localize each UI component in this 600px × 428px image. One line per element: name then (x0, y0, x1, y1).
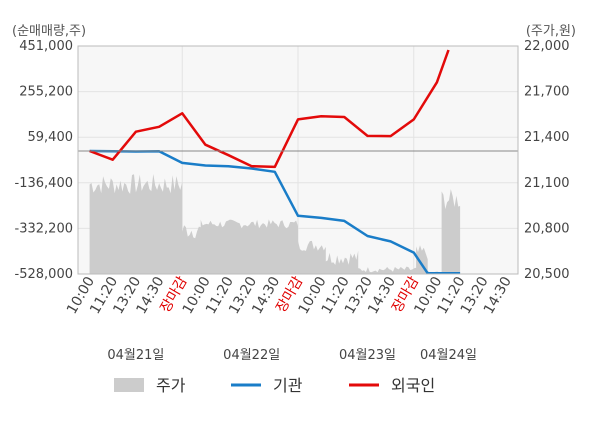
left-tick-label: 59,400 (28, 130, 74, 145)
date-label: 04월22일 (223, 348, 280, 363)
price-area (89, 174, 461, 274)
legend-swatch-box (114, 378, 144, 392)
left-tick-label: 451,000 (19, 39, 73, 54)
legend-label: 기관 (273, 376, 303, 395)
right-tick-label: 22,000 (524, 39, 570, 54)
right-tick-label: 21,100 (524, 176, 570, 191)
right-tick-label: 20,800 (524, 221, 570, 236)
axes: 451,000 255,200 59,400 -136,400 -332,200 -528… (15, 39, 570, 363)
right-tick-label: 21,700 (524, 85, 570, 100)
left-axis-unit: (순매매량,주) (12, 24, 86, 39)
left-tick-label: -136,400 (15, 176, 73, 191)
right-tick-label: 21,400 (524, 130, 570, 145)
date-label: 04월24일 (420, 348, 477, 363)
series-line-외국인 (89, 49, 450, 169)
plot-border (77, 45, 519, 275)
left-tick-label: 255,200 (19, 85, 73, 100)
legend: 주가 기관 외국인 (114, 376, 435, 395)
left-tick-label: -528,000 (15, 267, 73, 282)
legend-label: 외국인 (391, 376, 435, 395)
right-axis-unit: (주가,원) (526, 24, 576, 39)
date-label: 04월21일 (107, 348, 164, 363)
right-tick-label: 20,500 (524, 267, 570, 282)
price-series (89, 174, 461, 274)
legend-label: 주가 (156, 376, 186, 395)
left-tick-label: -332,200 (15, 221, 73, 236)
date-label: 04월23일 (339, 348, 396, 363)
